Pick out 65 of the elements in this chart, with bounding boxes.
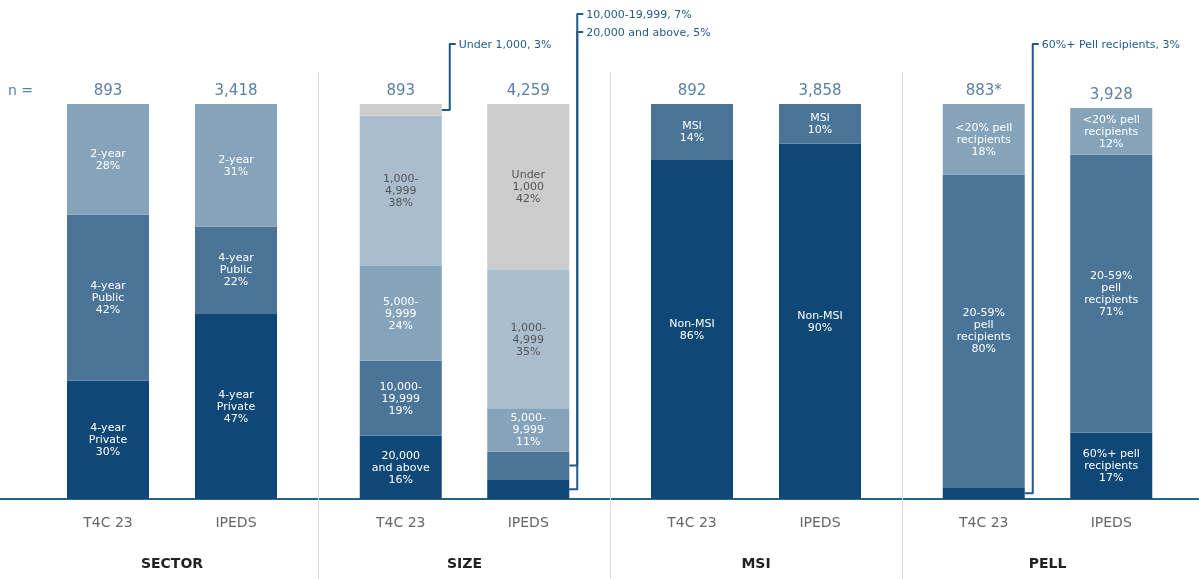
data-label: Non-MSI 90% [797, 308, 843, 334]
data-label: Under 1,000 42% [511, 168, 546, 206]
text: 893 [93, 81, 123, 99]
data-label: MSI 10% [807, 111, 833, 137]
data-label: <20% pell recipients 12% [1082, 112, 1140, 150]
text: n = [8, 82, 34, 98]
bar [67, 214, 149, 381]
text: Under 1,000, 3% [458, 37, 552, 51]
bar [195, 313, 277, 499]
data-label: 4-year Public 22% [218, 251, 255, 289]
bar [942, 174, 1025, 488]
text: 892 [677, 81, 707, 99]
bar [487, 451, 570, 480]
x-axis-title: MSI [741, 555, 771, 571]
bar [1070, 154, 1153, 433]
bar [487, 104, 570, 270]
bar [942, 487, 1025, 499]
x-tick-label: IPEDS [507, 514, 549, 530]
bar [67, 104, 149, 215]
x-tick-label: IPEDS [1090, 514, 1132, 530]
x-tick-label: T4C 23 [958, 514, 1009, 530]
text: 4,259 [506, 81, 550, 99]
x-tick-label: IPEDS [799, 514, 841, 530]
x-tick-label: T4C 23 [375, 514, 426, 530]
data-label: 1,000- 4,999 38% [383, 172, 419, 210]
data-label: Non-MSI 86% [669, 316, 715, 342]
data-label: 20-59% pell recipients 80% [956, 306, 1011, 356]
text: 60%+ Pell recipients, 3% [1041, 37, 1180, 51]
data-label: MSI 14% [679, 119, 705, 145]
data-label: <20% pell recipients 18% [955, 120, 1013, 158]
text: 893 [386, 81, 416, 99]
data-label: 60%+ pell recipients 17% [1082, 447, 1140, 485]
x-tick-label: T4C 23 [666, 514, 717, 530]
text: 883* [965, 81, 1003, 99]
data-label: 2-year 31% [218, 152, 255, 178]
text: 3,858 [798, 81, 842, 99]
text: 20,000 and above, 5% [586, 25, 711, 39]
bar [195, 104, 277, 227]
bar [67, 380, 149, 499]
bar [359, 104, 442, 116]
text: 3,928 [1089, 84, 1133, 103]
bar [487, 408, 570, 452]
bar [195, 226, 277, 314]
data-label: 5,000- 9,999 24% [383, 294, 419, 332]
x-tick-label: IPEDS [215, 514, 257, 530]
bar [487, 269, 570, 409]
data-label: 1,000- 4,999 35% [510, 320, 547, 358]
data-label: 4-year Public 42% [90, 279, 127, 317]
text: 3,418 [214, 81, 258, 99]
data-label: 20,000 and above 16% [371, 448, 430, 486]
data-label: 5,000- 9,999 11% [510, 411, 547, 449]
data-label: 2-year 28% [90, 146, 127, 172]
x-axis-title: SECTOR [140, 555, 204, 571]
bar [487, 479, 570, 499]
data-label: 10,000- 19,999 19% [379, 379, 422, 417]
bar [359, 360, 442, 436]
data-label: 4-year Private 30% [88, 421, 128, 459]
bar [359, 265, 442, 361]
x-axis-title: SIZE [446, 555, 483, 571]
bar [359, 115, 442, 266]
x-axis-title: PELL [1028, 555, 1067, 571]
data-label: 20-59% pell recipients 71% [1084, 269, 1139, 319]
x-tick-label: T4C 23 [82, 514, 133, 530]
data-label: 4-year Private 47% [216, 387, 256, 425]
text: 10,000-19,999, 7% [586, 7, 692, 21]
